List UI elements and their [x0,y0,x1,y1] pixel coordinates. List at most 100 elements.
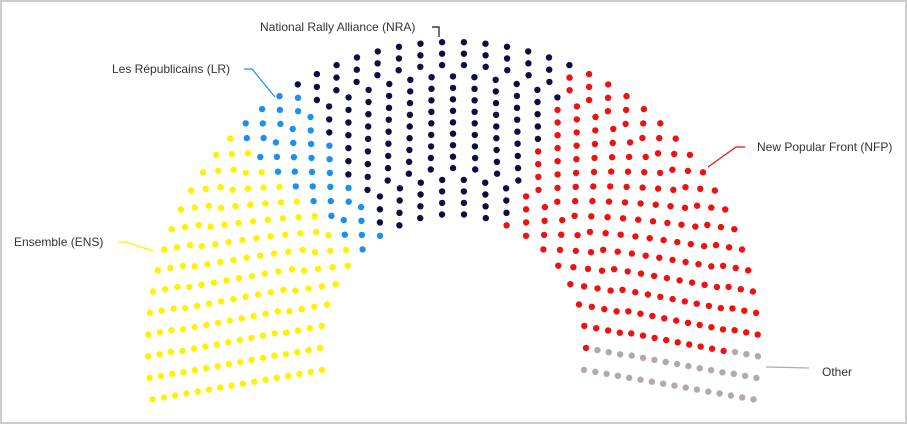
seat-dot-nra [482,40,489,47]
seat-dot-nfp [573,156,580,163]
seat-dot-nfp [722,206,729,213]
seat-dot-ens [237,358,244,366]
seat-dot-ens [228,382,235,389]
seat-dot-nra [353,78,360,86]
seat-dot-nfp [591,154,598,162]
seat-dot-nfp [624,268,631,275]
seat-dot-nra [406,135,413,142]
seat-dot-nfp [741,307,748,314]
seat-dot-nra [345,132,352,139]
seat-dot-nra [376,219,384,226]
seat-dot-ens [185,283,193,291]
seat-dot-ens [253,235,260,242]
seat-dot-nra [513,80,520,88]
seat-dot-nfp [608,168,615,175]
leader-line-nfp [707,146,745,168]
seat-dot-nra [514,116,521,123]
seat-dot-nfp [681,204,689,211]
seat-dot-other [685,362,692,370]
seat-dot-nfp [670,186,677,193]
seat-dot-lr [272,139,280,146]
seat-dot-nfp [701,281,708,288]
seat-dot-ens [295,214,302,221]
seat-dot-ens [271,352,278,359]
label-other: Other [822,365,852,379]
seat-dot-other [580,366,588,374]
seat-dot-nra [471,120,478,127]
seat-dot-nfp [605,81,612,88]
seat-dot-nra [503,197,510,204]
seat-dot-nra [482,63,489,70]
seat-dot-nfp [541,203,549,211]
seat-dot-lr [328,212,335,219]
seat-dot-nfp [554,144,561,152]
seat-dot-ens [307,368,314,375]
seat-dot-nfp [594,285,601,292]
seat-dot-ens [214,319,222,326]
seat-dot-nra [460,50,468,57]
seat-dot-nra [471,131,478,139]
seat-dot-nra [376,193,384,200]
seat-dot-nfp [681,298,688,305]
seat-dot-nra [493,135,500,142]
seat-dot-nfp [621,199,629,206]
seat-dot-nfp [604,108,612,115]
seat-dot-nra [515,177,522,184]
seat-dot-nfp [650,272,658,280]
seat-dot-ens [230,256,237,264]
seat-dot-nra [417,191,424,198]
seat-dot-nra [417,63,424,70]
seat-dot-nra [471,74,478,81]
seat-dot-nfp [646,235,653,242]
seat-dot-ens [228,150,235,158]
seat-dot-nfp [688,279,696,286]
seat-dot-ens [191,367,199,374]
seat-dot-nfp [657,120,664,127]
seat-dot-ens [173,244,181,251]
seat-dot-lr [290,139,297,147]
seat-dot-nfp [607,287,614,294]
seat-dot-ens [169,370,176,377]
seat-dot-nfp [704,221,711,229]
seat-dot-nra [493,158,501,165]
seat-dot-nra [566,61,573,69]
seat-dot-ens [242,293,249,300]
seat-dot-nra [428,108,435,116]
seat-dot-nra [449,96,457,103]
seat-dot-nfp [708,263,715,270]
seat-dot-nfp [607,183,614,190]
seat-dot-nra [325,103,333,110]
seat-dot-nra [428,85,435,93]
seat-dot-nra [345,94,352,101]
seat-dot-ens [199,169,207,176]
seat-dot-nfp [745,267,752,274]
seat-dot-ens [318,366,326,374]
seat-dot-other [753,374,760,382]
seat-dot-nra [514,140,521,147]
seat-dot-ens [203,365,210,372]
seat-dot-ens [277,199,285,206]
label-nra: National Rally Alliance (NRA) [260,20,415,34]
seat-dot-nfp [575,301,583,308]
seat-dot-nra [405,158,413,165]
seat-dot-nra [449,142,457,149]
seat-dot-nra [482,191,489,198]
seat-dot-nfp [619,215,627,222]
seat-dot-nfp [598,267,606,274]
seat-dot-nfp [637,310,644,317]
seat-dot-nfp [664,219,671,227]
seat-dot-ens [248,334,255,342]
seat-dot-nra [376,206,384,213]
seat-dot-ens [292,287,299,294]
seat-dot-nra [503,43,511,50]
seat-dot-nfp [686,151,694,159]
seat-dot-nfp [556,246,564,254]
seat-dot-lr [243,134,250,142]
seat-dot-nfp [554,198,561,205]
seat-dot-lr [308,154,315,162]
seat-dot-lr [289,125,296,133]
seat-dot-ens [299,246,306,253]
seat-dot-nra [384,177,391,184]
seat-dot-nfp [541,217,548,224]
